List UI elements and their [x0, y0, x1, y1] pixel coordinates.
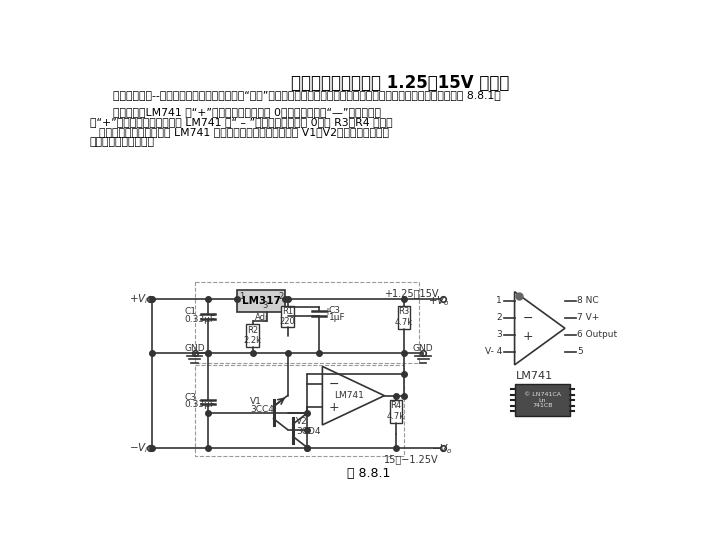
Text: R2
2.2k: R2 2.2k: [244, 326, 262, 345]
Text: 0.33μF: 0.33μF: [185, 315, 216, 324]
Text: C3: C3: [185, 393, 196, 402]
Text: R4
4.7k: R4 4.7k: [387, 401, 405, 421]
Text: LM317: LM317: [242, 296, 280, 306]
Text: Adj: Adj: [255, 313, 268, 322]
Text: GND: GND: [184, 344, 205, 353]
Text: C1: C1: [185, 307, 196, 316]
Text: LM741: LM741: [334, 391, 365, 400]
Text: $+V_o$: $+V_o$: [428, 294, 449, 308]
Bar: [195, 365, 404, 456]
Text: 3: 3: [496, 330, 502, 339]
Text: 值分压电路，中点电压经 LM741 反相放大后驱动负电压调整管 V1、V2，从而保证输出电: 值分压电路，中点电压经 LM741 反相放大后驱动负电压调整管 V1、V2，从而…: [99, 127, 389, 137]
Text: LM741: LM741: [516, 371, 552, 381]
Text: 这款电路仅用--个电位器即能实现正、负电压“同步”调节，即电路的负电压输出跟踪正电压输出的变化。电路原理图见图 8.8.1。: 这款电路仅用--个电位器即能实现正、负电压“同步”调节，即电路的负电压输出跟踪正…: [99, 90, 501, 100]
Bar: [281, 306, 293, 327]
Bar: [515, 384, 570, 416]
Text: +1.25～15V: +1.25～15V: [385, 288, 439, 299]
Text: 3CD4: 3CD4: [296, 427, 321, 436]
Text: $+V_i$: $+V_i$: [129, 293, 149, 306]
Text: 0.33μF: 0.33μF: [185, 400, 216, 409]
Text: 1: 1: [496, 296, 502, 306]
Text: 1μF: 1μF: [329, 313, 345, 322]
Text: R1
220: R1 220: [280, 307, 296, 326]
Text: 2: 2: [497, 314, 502, 322]
Text: 15～−1.25V: 15～−1.25V: [385, 454, 439, 464]
Text: 1: 1: [239, 293, 244, 301]
Text: V2: V2: [296, 416, 308, 426]
Text: R3
4.7k: R3 4.7k: [395, 307, 413, 327]
Bar: [390, 400, 402, 423]
Bar: [398, 306, 410, 329]
Bar: [195, 282, 419, 363]
Text: © LN741CA
Ln
741CB: © LN741CA Ln 741CB: [524, 392, 561, 408]
Text: 8 NC: 8 NC: [577, 296, 599, 306]
Text: 图 8.8.1: 图 8.8.1: [347, 468, 390, 480]
Text: 3: 3: [262, 301, 268, 310]
Text: 2: 2: [278, 293, 283, 301]
Text: 一、输出电压绝对值 1.25～15V 的设计: 一、输出电压绝对值 1.25～15V 的设计: [291, 74, 510, 92]
Text: V1: V1: [250, 398, 262, 406]
Text: 3CC4: 3CC4: [250, 405, 274, 414]
Text: $-V_i$: $-V_i$: [129, 441, 149, 455]
Text: +: +: [329, 401, 339, 414]
Text: 6 Output: 6 Output: [577, 330, 618, 339]
Text: 压正、负幅度的平衡。: 压正、负幅度的平衡。: [90, 137, 155, 147]
Bar: [247, 324, 259, 347]
Text: −: −: [329, 378, 339, 391]
Text: C3: C3: [329, 306, 341, 315]
Text: 7 V+: 7 V+: [577, 314, 600, 322]
Text: +: +: [522, 330, 533, 343]
Text: 由图可见，LM741 的“+”输入端接地，电势为 0，因运算放大器“—”输入端电势: 由图可见，LM741 的“+”输入端接地，电势为 0，因运算放大器“—”输入端电…: [99, 107, 381, 117]
Text: 5: 5: [577, 347, 583, 356]
Text: V- 4: V- 4: [485, 347, 502, 356]
Text: +: +: [323, 307, 331, 317]
Text: 与“+”输入端电势接近，所以 LM741 的“ – ”输入端电势近似为 0。由 R3、R4 构成等: 与“+”输入端电势接近，所以 LM741 的“ – ”输入端电势近似为 0。由 …: [90, 117, 393, 127]
Bar: [237, 290, 285, 312]
Text: $-V_o$: $-V_o$: [431, 443, 453, 456]
Text: GND: GND: [413, 344, 434, 353]
Text: −: −: [522, 312, 533, 325]
